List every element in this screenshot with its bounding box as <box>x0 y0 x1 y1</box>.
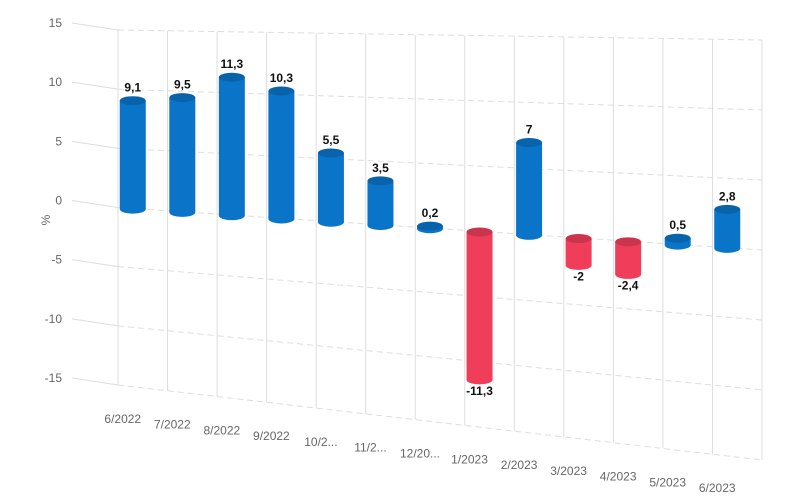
bar-body <box>516 142 543 240</box>
grid-wall-line <box>71 259 119 268</box>
data-label: 9,1 <box>124 81 141 95</box>
grid-wall-line <box>71 318 119 327</box>
data-label: 11,3 <box>220 57 243 71</box>
bar-cap <box>417 221 443 231</box>
bar <box>268 86 295 224</box>
y-tick-label: -10 <box>45 312 63 326</box>
grid-wall-line <box>71 81 119 90</box>
x-tick-label: 8/2022 <box>203 423 240 437</box>
grid-line <box>117 266 763 321</box>
x-tick-label: 9/2022 <box>253 429 290 443</box>
data-label: -2,4 <box>618 278 639 292</box>
grid-line <box>117 29 763 41</box>
bar <box>317 148 344 227</box>
x-tick-label: 6/2022 <box>104 412 141 426</box>
bar-cap <box>466 227 493 237</box>
data-label: 0,5 <box>669 218 686 232</box>
data-label: 10,3 <box>270 71 294 85</box>
bar-body <box>218 77 245 221</box>
bar-cap <box>367 176 394 186</box>
bar <box>516 138 543 240</box>
x-tick-label: 5/2023 <box>649 475 686 489</box>
x-tick-label: 10/2... <box>304 435 337 449</box>
y-tick-label: 5 <box>55 134 62 148</box>
bar-cap <box>714 204 741 214</box>
bar <box>367 176 394 230</box>
bar <box>466 227 493 385</box>
y-tick-label: 10 <box>49 75 63 89</box>
x-tick-label: 3/2023 <box>550 464 587 478</box>
bar <box>119 96 146 214</box>
bar-body <box>565 238 592 270</box>
bar-cap <box>664 233 691 243</box>
bar <box>664 233 691 250</box>
bar <box>565 234 592 270</box>
bar-body <box>317 153 344 227</box>
x-tick-label: 1/2023 <box>451 452 488 466</box>
bar <box>714 204 741 253</box>
x-tick-label: 7/2022 <box>154 418 191 432</box>
x-tick-label: 2/2023 <box>501 458 538 472</box>
bar-cap <box>565 234 592 244</box>
data-label: 3,5 <box>372 161 389 175</box>
data-label: 0,2 <box>422 206 439 220</box>
y-tick-label: 0 <box>55 194 62 208</box>
data-label: 5,5 <box>323 133 340 147</box>
bar-cap <box>317 148 344 158</box>
grid-wall-line <box>71 377 119 386</box>
y-tick-label: -5 <box>51 253 62 267</box>
bar-cap <box>615 237 642 247</box>
bar-body <box>268 91 295 224</box>
grid-wall-line <box>71 22 119 31</box>
grid-wall-line <box>71 140 119 149</box>
data-label: 9,5 <box>174 78 191 92</box>
bar-body <box>169 97 196 217</box>
bar-body <box>466 232 493 385</box>
bar-cap <box>218 72 245 82</box>
bar-cap <box>268 86 295 96</box>
grid-line <box>117 325 763 391</box>
grid-line <box>117 147 763 181</box>
data-label: -2 <box>573 269 584 283</box>
bar <box>218 72 245 221</box>
grid-line <box>117 384 763 461</box>
bar <box>615 237 642 279</box>
bar-cap <box>516 138 543 148</box>
grid-wall-line <box>71 200 119 208</box>
data-label: -11,3 <box>466 384 493 398</box>
bars <box>119 72 741 385</box>
data-label: 2,8 <box>719 189 736 203</box>
data-label: 7 <box>526 123 533 137</box>
y-tick-label: 15 <box>49 16 63 30</box>
bar <box>417 221 443 234</box>
bar <box>169 93 196 217</box>
y-tick-label: -15 <box>45 371 63 385</box>
bar-body <box>119 100 146 214</box>
x-tick-label: 4/2023 <box>600 470 637 484</box>
bar-body <box>615 241 642 279</box>
grid-line <box>117 88 763 111</box>
y-axis-title: % <box>39 214 53 225</box>
x-tick-label: 12/20... <box>400 447 440 461</box>
bar-body <box>367 180 394 230</box>
x-tick-label: 11/2... <box>354 441 386 455</box>
bar-body <box>714 209 741 253</box>
bar-cap <box>119 96 146 106</box>
x-tick-label: 6/2023 <box>699 481 736 495</box>
bar-cap <box>169 93 196 103</box>
